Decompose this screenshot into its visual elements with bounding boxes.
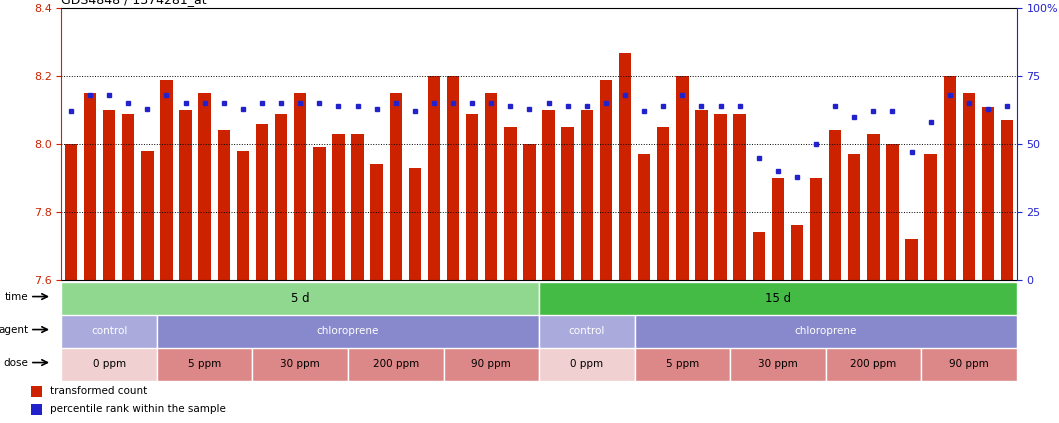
Text: chloroprene: chloroprene — [794, 326, 857, 336]
Text: 200 ppm: 200 ppm — [373, 359, 419, 369]
Text: 30 ppm: 30 ppm — [758, 359, 797, 369]
Bar — [65, 144, 77, 280]
Bar — [634, 315, 1017, 348]
Text: 30 ppm: 30 ppm — [281, 359, 320, 369]
Bar — [352, 134, 363, 280]
Bar — [294, 93, 306, 280]
Bar — [791, 225, 803, 280]
Text: 5 ppm: 5 ppm — [189, 359, 221, 369]
Bar — [810, 178, 822, 280]
Bar — [542, 110, 555, 280]
Bar — [580, 110, 593, 280]
Text: chloroprene: chloroprene — [317, 326, 379, 336]
Bar — [447, 76, 460, 280]
Bar — [676, 76, 688, 280]
Bar — [256, 124, 268, 280]
Bar — [829, 130, 841, 280]
Text: 15 d: 15 d — [765, 292, 791, 305]
Bar — [772, 178, 784, 280]
Bar — [730, 348, 826, 381]
Bar — [61, 282, 539, 315]
Bar — [237, 151, 249, 280]
Bar — [141, 151, 154, 280]
Bar — [428, 76, 441, 280]
Text: 0 ppm: 0 ppm — [570, 359, 604, 369]
Bar — [1001, 120, 1013, 280]
Bar — [599, 80, 612, 280]
Bar — [390, 93, 402, 280]
Bar — [61, 315, 157, 348]
Bar — [734, 113, 746, 280]
Text: time: time — [4, 291, 29, 302]
Bar — [539, 282, 1017, 315]
Text: 5 ppm: 5 ppm — [666, 359, 699, 369]
Bar — [657, 127, 669, 280]
Bar — [504, 127, 517, 280]
Bar — [539, 315, 634, 348]
Text: control: control — [91, 326, 127, 336]
Bar — [217, 130, 230, 280]
Bar — [634, 348, 730, 381]
Bar — [466, 113, 479, 280]
Bar — [921, 348, 1017, 381]
Text: 90 ppm: 90 ppm — [949, 359, 989, 369]
Text: 200 ppm: 200 ppm — [850, 359, 897, 369]
Bar — [157, 348, 252, 381]
Bar — [61, 348, 157, 381]
Bar — [371, 165, 383, 280]
Bar — [31, 385, 42, 397]
Text: transformed count: transformed count — [50, 386, 147, 396]
Bar — [122, 113, 134, 280]
Bar — [982, 107, 994, 280]
Bar — [753, 232, 765, 280]
Text: 90 ppm: 90 ppm — [471, 359, 511, 369]
Bar — [485, 93, 498, 280]
Bar — [539, 348, 634, 381]
Bar — [848, 154, 861, 280]
Bar — [313, 148, 325, 280]
Text: dose: dose — [3, 357, 29, 368]
Bar — [715, 113, 726, 280]
Bar — [198, 93, 211, 280]
Bar — [275, 113, 287, 280]
Bar — [561, 127, 574, 280]
Bar — [31, 404, 42, 415]
Bar — [905, 239, 918, 280]
Text: 0 ppm: 0 ppm — [92, 359, 126, 369]
Bar — [638, 154, 650, 280]
Bar — [157, 315, 539, 348]
Bar — [160, 80, 173, 280]
Bar — [925, 154, 937, 280]
Text: 5 d: 5 d — [291, 292, 309, 305]
Bar — [867, 134, 880, 280]
Bar — [444, 348, 539, 381]
Bar — [84, 93, 96, 280]
Bar — [886, 144, 899, 280]
Text: GDS4848 / 1374281_at: GDS4848 / 1374281_at — [61, 0, 208, 6]
Bar — [348, 348, 444, 381]
Bar — [409, 168, 421, 280]
Bar — [963, 93, 975, 280]
Text: agent: agent — [0, 324, 29, 335]
Bar — [333, 134, 344, 280]
Bar — [252, 348, 348, 381]
Text: percentile rank within the sample: percentile rank within the sample — [50, 404, 226, 414]
Bar — [695, 110, 707, 280]
Bar — [826, 348, 921, 381]
Bar — [618, 52, 631, 280]
Bar — [944, 76, 956, 280]
Bar — [523, 144, 536, 280]
Bar — [179, 110, 192, 280]
Text: control: control — [569, 326, 605, 336]
Bar — [103, 110, 115, 280]
